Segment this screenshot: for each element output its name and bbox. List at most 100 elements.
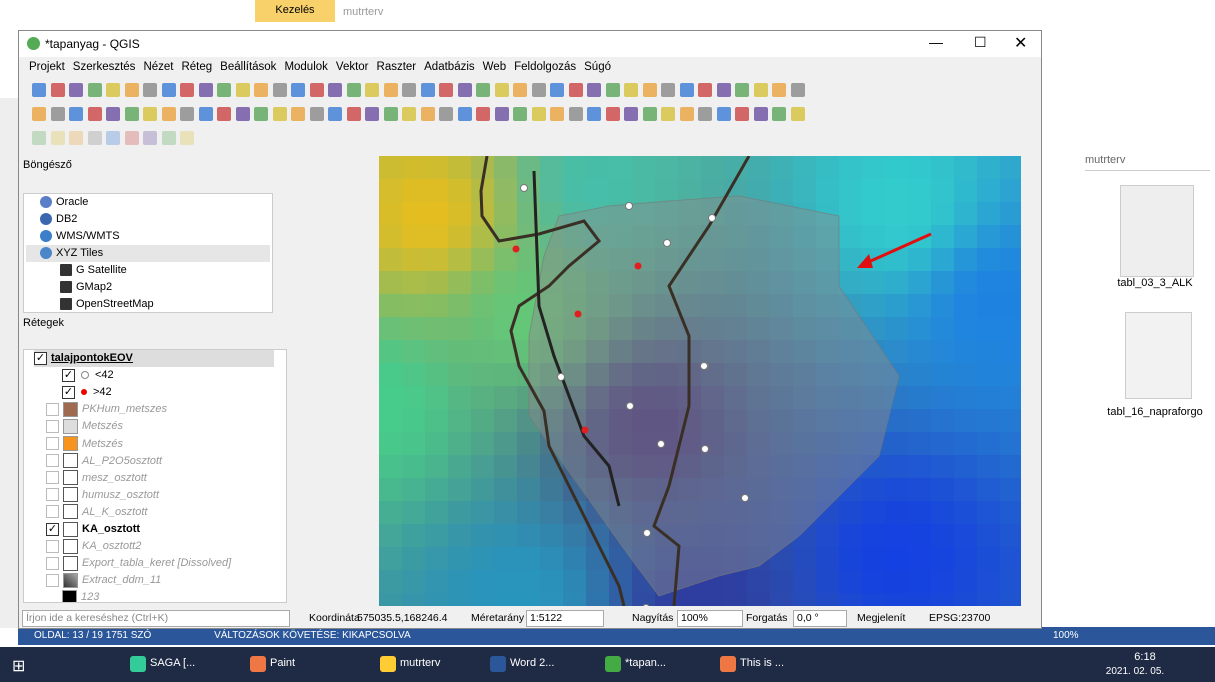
browser-item[interactable]: DB2 (40, 211, 77, 228)
crs[interactable]: EPSG:23700 (929, 612, 991, 624)
layer-item[interactable]: ✓ >42 (62, 384, 112, 401)
tool-button[interactable] (439, 83, 453, 97)
tool-button[interactable] (494, 83, 509, 97)
tool-button[interactable] (383, 107, 398, 121)
tool-button[interactable] (679, 107, 694, 121)
checkbox[interactable] (46, 437, 59, 451)
tool-button[interactable] (328, 83, 342, 97)
close[interactable]: ✕ (1014, 35, 1028, 52)
menu-item[interactable]: Modulok (284, 61, 328, 73)
tool-button[interactable] (753, 107, 768, 121)
tool-button[interactable] (346, 83, 361, 97)
menu-item[interactable]: Web (482, 61, 507, 73)
tool-button[interactable] (550, 83, 564, 97)
tool-button[interactable] (605, 107, 620, 121)
file-label[interactable]: tabl_03_3_ALK (1117, 277, 1193, 289)
layer-item[interactable]: AL_P2O5osztott (46, 453, 162, 470)
app-label[interactable]: SAGA [... (150, 657, 196, 669)
browser-item[interactable]: OpenStreetMap (60, 296, 154, 312)
thumbnail[interactable] (1125, 312, 1192, 399)
tool-button[interactable] (550, 107, 564, 121)
browser-item[interactable]: GMap2 (60, 279, 112, 296)
layer-item[interactable]: AL_K_osztott (46, 504, 147, 521)
maximize[interactable]: ☐ (974, 34, 987, 50)
tool-button[interactable] (513, 107, 527, 121)
tool-button[interactable] (198, 83, 213, 97)
tool-button[interactable] (32, 107, 46, 121)
tool-button[interactable] (124, 83, 139, 97)
tool-button[interactable] (50, 131, 65, 145)
tool-button[interactable] (568, 83, 583, 97)
tool-button[interactable] (50, 83, 65, 97)
tool-button[interactable] (106, 107, 120, 121)
browser-item[interactable]: Oracle (40, 194, 88, 211)
tool-button[interactable] (420, 107, 435, 121)
layer-item[interactable]: ✓ KA_osztott (46, 521, 140, 538)
app-icon[interactable] (605, 656, 621, 672)
minimize[interactable]: — (929, 34, 943, 50)
menu-item[interactable]: Vektor (335, 61, 369, 73)
tool-button[interactable] (161, 107, 176, 121)
tool-button[interactable] (605, 83, 620, 97)
tool-button[interactable] (790, 83, 805, 97)
checkbox[interactable] (46, 573, 59, 587)
layer-item[interactable]: ✓ <42 (62, 367, 114, 384)
tool-button[interactable] (735, 83, 749, 97)
tool-button[interactable] (161, 83, 176, 97)
menu-item[interactable]: Súgó (584, 61, 611, 73)
tool-button[interactable] (235, 83, 250, 97)
menu-item[interactable]: Szerkesztés (72, 61, 136, 73)
tool-button[interactable] (346, 107, 361, 121)
tool-button[interactable] (457, 83, 472, 97)
tool-button[interactable] (180, 107, 194, 121)
browser-item[interactable]: XYZ Tiles (26, 245, 270, 262)
map-canvas[interactable] (379, 156, 1021, 606)
checkbox[interactable] (46, 539, 59, 553)
ribbon-tab[interactable]: Kezelés (255, 0, 335, 22)
menu-item[interactable]: Nézet (143, 61, 174, 73)
tool-button[interactable] (679, 83, 694, 97)
tool-button[interactable] (698, 83, 712, 97)
checkbox[interactable] (46, 556, 59, 570)
app-icon[interactable] (490, 656, 506, 672)
thumbnail[interactable] (1120, 185, 1194, 277)
tool-button[interactable] (106, 131, 120, 145)
layer-item[interactable]: PKHum_metszes (46, 401, 167, 418)
tool-button[interactable] (420, 83, 435, 97)
tool-button[interactable] (772, 83, 786, 97)
checkbox[interactable]: ✓ (62, 385, 75, 399)
tool-button[interactable] (217, 83, 231, 97)
browser-item[interactable]: G Satellite (60, 262, 127, 279)
tool-button[interactable] (106, 83, 120, 97)
app-label[interactable]: This is ... (740, 657, 785, 669)
tool-button[interactable] (309, 107, 324, 121)
app-label[interactable]: *tapan... (625, 657, 666, 669)
tool-button[interactable] (531, 107, 546, 121)
layer-item[interactable]: Metszés (46, 436, 123, 453)
tool-button[interactable] (476, 107, 490, 121)
tool-button[interactable] (513, 83, 527, 97)
tool-button[interactable] (365, 83, 379, 97)
layer-item[interactable]: Metszés (46, 418, 123, 435)
app-label[interactable]: Word 2... (510, 657, 555, 669)
tool-button[interactable] (291, 83, 305, 97)
tool-button[interactable] (624, 83, 638, 97)
tool-button[interactable] (365, 107, 379, 121)
checkbox[interactable] (46, 488, 59, 502)
layer-item[interactable]: KA_osztott2 (46, 538, 141, 555)
app-label[interactable]: mutrterv (400, 657, 441, 669)
tool-button[interactable] (217, 107, 231, 121)
file-label[interactable]: tabl_16_napraforgo (1107, 406, 1203, 418)
layer-item[interactable]: Export_tabla_keret [Dissolved] (46, 555, 231, 572)
locator[interactable]: Írjon ide a kereséshez (Ctrl+K) (22, 610, 290, 627)
tool-button[interactable] (87, 131, 102, 145)
tool-button[interactable] (531, 83, 546, 97)
checkbox[interactable] (46, 471, 59, 485)
app-label[interactable]: Paint (270, 657, 296, 669)
app-icon[interactable] (130, 656, 146, 672)
app-icon[interactable] (720, 656, 736, 672)
tool-button[interactable] (180, 131, 194, 145)
tool-button[interactable] (457, 107, 472, 121)
start-button[interactable]: ⊞ (12, 658, 26, 675)
checkbox[interactable]: ✓ (46, 522, 59, 536)
